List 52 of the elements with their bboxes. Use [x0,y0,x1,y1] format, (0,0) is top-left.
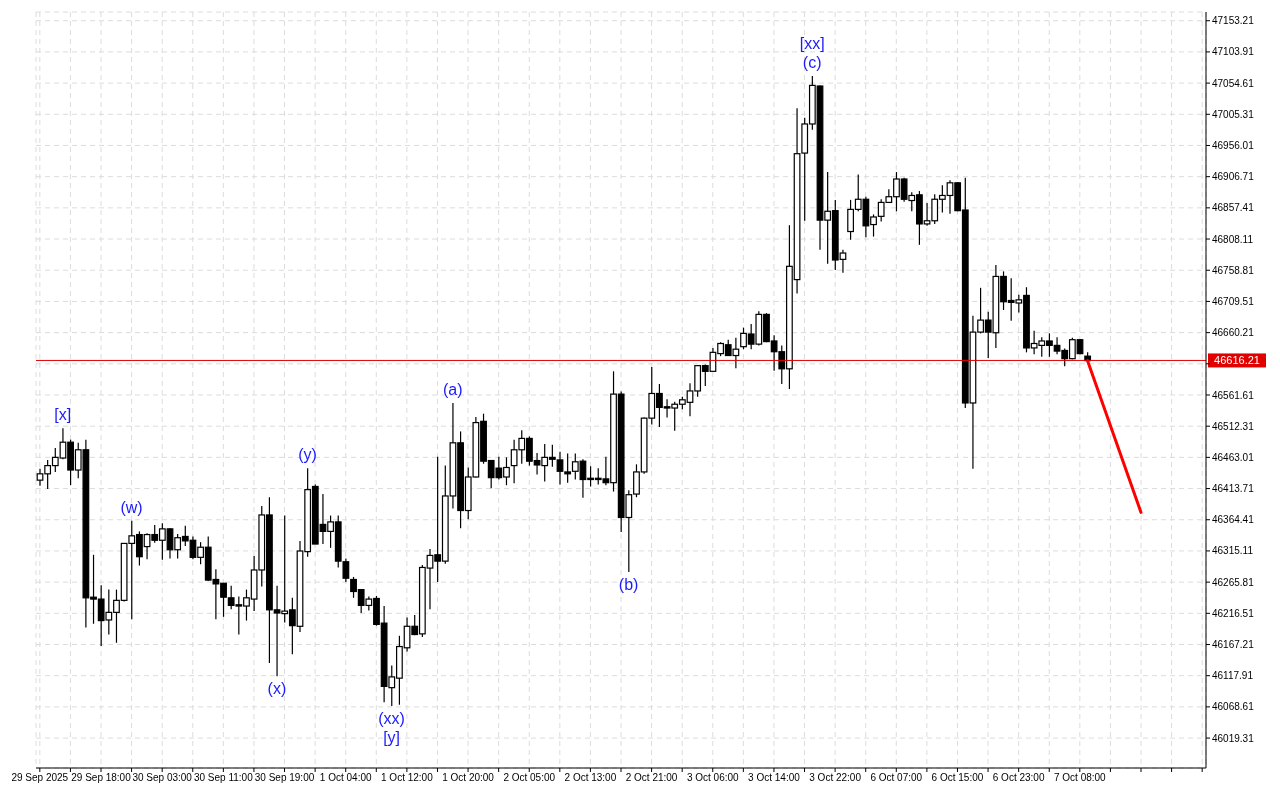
annotation: [x] [54,406,72,424]
y-tick-label: 46019.31 [1212,732,1255,744]
x-tick-label: 1 Oct 20:00 [442,772,495,784]
x-tick-label: 3 Oct 06:00 [686,772,740,784]
y-tick-label: 46068.61 [1212,701,1255,713]
x-tick-label: 29 Sep 2025 [11,772,69,784]
y-tick-label: 46413.71 [1212,483,1255,495]
annotation: (c) [802,53,822,71]
y-tick-label: 47005.31 [1212,108,1255,120]
annotation: [xx] [799,34,825,52]
y-tick-label: 47103.91 [1212,46,1255,58]
y-tick-label: 46758.81 [1212,264,1255,276]
x-tick-label: 30 Sep 11:00 [193,772,254,784]
y-tick-label: 47153.21 [1212,15,1255,27]
annotation: (b) [618,575,639,593]
y-tick-label: 46216.51 [1212,607,1255,619]
y-tick-label: 46660.21 [1212,327,1255,339]
annotation: (a) [442,380,463,398]
x-tick-label: 30 Sep 19:00 [254,772,315,784]
y-tick-label: 46857.41 [1212,202,1255,214]
x-tick-label: 30 Sep 03:00 [132,772,193,784]
x-tick-label: 3 Oct 14:00 [748,772,801,784]
x-tick-label: 1 Oct 12:00 [381,772,434,784]
x-tick-label: 7 Oct 08:00 [1053,772,1107,784]
annotation: (w) [120,498,143,516]
annotation: (xx) [378,710,405,727]
x-tick-label: 2 Oct 13:00 [564,772,617,784]
y-tick-label: 46906.71 [1212,171,1255,183]
annotation: [y] [383,729,401,746]
y-tick-label: 46709.51 [1212,295,1255,307]
ref-line-label: 46616.21 [1214,354,1260,367]
x-tick-label: 29 Sep 18:00 [71,772,132,784]
annotation: (x) [267,680,287,698]
y-tick-label: 46808.11 [1212,233,1254,245]
y-tick-label: 46561.61 [1212,389,1255,401]
x-tick-label: 6 Oct 23:00 [992,772,1045,784]
x-tick-label: 2 Oct 05:00 [503,772,556,784]
x-tick-label: 6 Oct 07:00 [870,772,923,784]
y-tick-label: 46463.01 [1212,451,1255,463]
y-tick-label: 46956.01 [1212,140,1255,152]
y-tick-label: 46265.81 [1212,576,1255,588]
x-tick-label: 6 Oct 15:00 [931,772,984,784]
x-tick-label: 1 Oct 04:00 [319,772,372,784]
y-tick-label: 46117.91 [1212,670,1254,682]
y-tick-label: 46167.21 [1212,639,1255,651]
y-tick-label: 46315.11 [1212,545,1254,557]
y-tick-label: 47054.61 [1212,77,1255,89]
annotation: (y) [298,446,317,464]
y-tick-label: 46364.41 [1212,514,1255,526]
x-tick-label: 3 Oct 22:00 [809,772,862,784]
x-tick-label: 2 Oct 21:00 [625,772,678,784]
y-tick-label: 46512.31 [1212,420,1255,432]
